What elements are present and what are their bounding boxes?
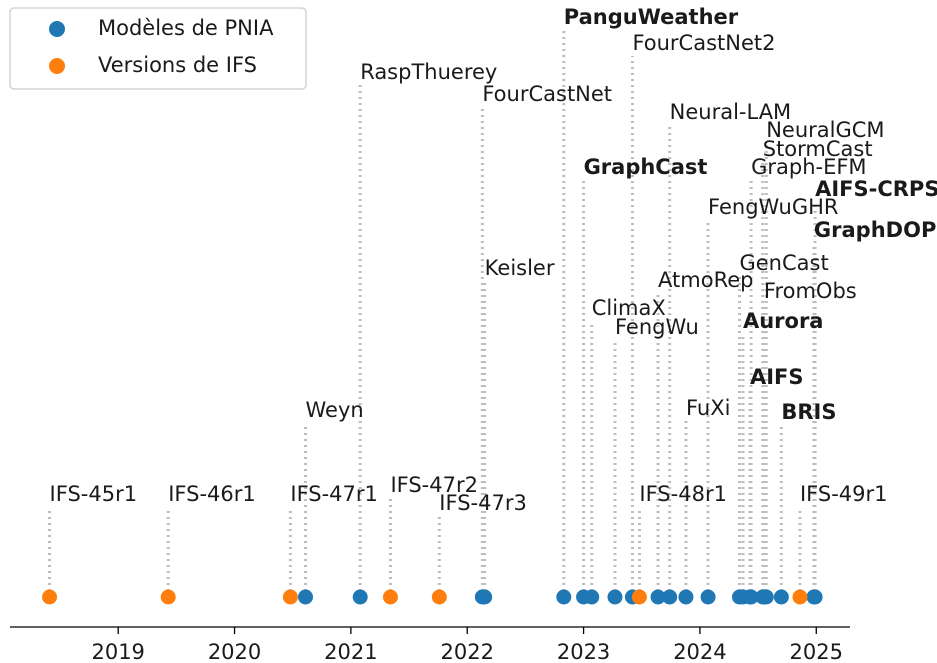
event-label: GraphDOP [814, 218, 936, 242]
event-label: IFS-49r1 [800, 482, 888, 506]
x-tick-label: 2019 [91, 640, 144, 663]
event-dot [631, 589, 647, 605]
event-label: Keisler [485, 256, 555, 280]
event-label: RaspThuerey [360, 60, 497, 84]
event-label: AtmoRep [658, 268, 753, 292]
event-dot [160, 589, 176, 605]
labels: Weyn RaspThuerey Keisler FourCastNet PanguWe… [50, 5, 937, 515]
event-label: AIFS [750, 365, 804, 389]
event-label: PanguWeather [564, 5, 739, 29]
event-dot [298, 589, 314, 605]
event-dot [678, 589, 694, 605]
event-label: GraphCast [584, 155, 708, 179]
event-dot [607, 589, 623, 605]
x-tick-label: 2022 [441, 640, 494, 663]
stems [48, 30, 817, 597]
event-label: IFS-48r1 [639, 482, 727, 506]
event-label: BRIS [781, 400, 836, 424]
event-dot [474, 589, 490, 605]
event-label: FengWuGHR [708, 195, 838, 219]
event-dot [556, 589, 572, 605]
legend-box [9, 7, 307, 90]
event-label: FourCastNet2 [632, 31, 775, 55]
event-dot [743, 589, 759, 605]
event-dot [382, 589, 398, 605]
event-dot [352, 589, 368, 605]
event-dot [756, 589, 772, 605]
event-dot [792, 589, 808, 605]
legend-label: Modèles de PNIA [98, 16, 274, 40]
x-tick-label: 2023 [557, 640, 610, 663]
dots [42, 589, 823, 605]
event-label: GenCast [739, 251, 828, 275]
legend-marker [49, 21, 65, 37]
event-dot [42, 589, 58, 605]
event-label: FromObs [764, 279, 857, 303]
event-label: IFS-45r1 [50, 482, 138, 506]
event-dot [282, 589, 298, 605]
x-tick-label: 2021 [324, 640, 377, 663]
event-label: FuXi [686, 396, 730, 420]
event-dot [650, 589, 666, 605]
event-label: IFS-47r1 [290, 482, 378, 506]
event-label: Aurora [743, 309, 824, 333]
event-label: FourCastNet [482, 82, 612, 106]
event-label: IFS-47r3 [439, 491, 527, 515]
event-label: NeuralGCM [766, 118, 884, 142]
event-label: IFS-46r1 [168, 482, 256, 506]
legend-marker [49, 58, 65, 74]
event-label: IFS-47r2 [390, 473, 478, 497]
event-label: AIFS-CRPS [815, 177, 937, 201]
event-dot [806, 589, 822, 605]
event-label: Neural-LAM [670, 100, 792, 124]
event-label: StormCast [763, 137, 873, 161]
event-dot [662, 589, 678, 605]
event-label: ClimaX [592, 296, 666, 320]
event-dot [584, 589, 600, 605]
x-tick-label: 2020 [208, 640, 261, 663]
legend-label: Versions de IFS [98, 53, 257, 77]
legend: Modèles de PNIA Versions de IFS [9, 7, 307, 90]
event-dot [431, 589, 447, 605]
x-tick-label: 2025 [790, 640, 843, 663]
event-label: FengWu [615, 315, 699, 339]
event-label: Weyn [306, 398, 364, 422]
event-dot [773, 589, 789, 605]
event-dot [700, 589, 716, 605]
x-tick-label: 2024 [673, 640, 726, 663]
event-label: Graph-EFM [751, 155, 866, 179]
